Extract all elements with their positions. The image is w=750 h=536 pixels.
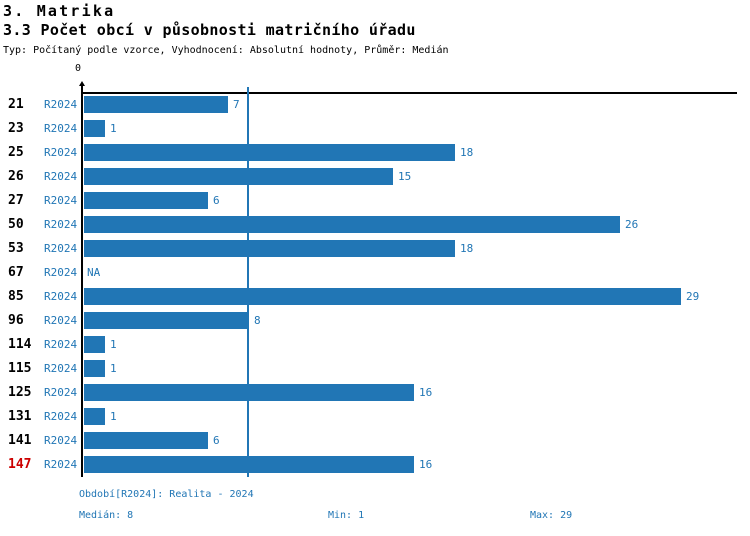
value-label: 1: [110, 362, 117, 375]
value-label: 7: [233, 98, 240, 111]
series-label: R2024: [44, 194, 78, 207]
chart-row: 125 R2024 16: [0, 381, 750, 405]
category-label: 23: [8, 121, 24, 136]
category-label: 21: [8, 97, 24, 112]
value-label: 6: [213, 194, 220, 207]
chart-row: 147 R2024 16: [0, 453, 750, 477]
bar: [84, 336, 105, 353]
chart-row: 96 R2024 8: [0, 309, 750, 333]
chart-row: 26 R2024 15: [0, 165, 750, 189]
chart-title: 3.3 Počet obcí v působnosti matričního ú…: [3, 21, 416, 39]
category-label: 141: [8, 433, 32, 448]
x-axis-line: [82, 92, 737, 94]
value-label: 1: [110, 122, 117, 135]
category-label: 25: [8, 145, 24, 160]
series-label: R2024: [44, 98, 78, 111]
bar: [84, 240, 455, 257]
chart-row: 21 R2024 7: [0, 93, 750, 117]
chart-row: 85 R2024 29: [0, 285, 750, 309]
x-axis-zero-label: 0: [75, 63, 82, 74]
max-stat-label: Max: 29: [530, 510, 573, 521]
median-stat-label: Medián: 8: [79, 510, 134, 521]
value-label: 18: [460, 242, 474, 255]
category-label: 125: [8, 385, 32, 400]
value-label: 18: [460, 146, 474, 159]
bar: [84, 384, 414, 401]
series-label: R2024: [44, 362, 78, 375]
value-label: 15: [398, 170, 412, 183]
bar: [84, 168, 393, 185]
series-label: R2024: [44, 218, 78, 231]
category-label: 50: [8, 217, 24, 232]
value-label: 8: [254, 314, 261, 327]
series-label: R2024: [44, 122, 78, 135]
horizontal-bar-chart: 0 21 R2024 7 23 R2024 1 25 R2024 18 26 R2024 15 27 R2…: [0, 63, 750, 477]
median-marker-line: [247, 87, 249, 477]
bar: [84, 120, 105, 137]
y-axis-line: [81, 85, 83, 477]
bar: [84, 456, 414, 473]
chart-row: 50 R2024 26: [0, 213, 750, 237]
value-label: 6: [213, 434, 220, 447]
series-label: R2024: [44, 170, 78, 183]
category-label: 85: [8, 289, 24, 304]
chart-meta-line: Typ: Počítaný podle vzorce, Vyhodnocení:…: [3, 45, 449, 56]
chart-row: 141 R2024 6: [0, 429, 750, 453]
bar: [84, 216, 620, 233]
chart-row: 25 R2024 18: [0, 141, 750, 165]
value-label: 29: [686, 290, 700, 303]
series-label: R2024: [44, 338, 78, 351]
series-label: R2024: [44, 410, 78, 423]
chart-row: 53 R2024 18: [0, 237, 750, 261]
series-label: R2024: [44, 386, 78, 399]
series-label: R2024: [44, 146, 78, 159]
chart-row: 115 R2024 1: [0, 357, 750, 381]
category-label: 147: [8, 457, 32, 472]
period-label: Období[R2024]: Realita - 2024: [79, 489, 254, 500]
series-label: R2024: [44, 242, 78, 255]
category-label: 27: [8, 193, 24, 208]
value-label: 1: [110, 338, 117, 351]
chart-row: 114 R2024 1: [0, 333, 750, 357]
value-label: 16: [419, 458, 433, 471]
series-label: R2024: [44, 434, 78, 447]
series-label: R2024: [44, 314, 78, 327]
bar: [84, 144, 455, 161]
category-label: 115: [8, 361, 32, 376]
chart-row: 27 R2024 6: [0, 189, 750, 213]
category-label: 26: [8, 169, 24, 184]
category-label: 131: [8, 409, 32, 424]
chart-row: 23 R2024 1: [0, 117, 750, 141]
chart-row: 131 R2024 1: [0, 405, 750, 429]
series-label: R2024: [44, 266, 78, 279]
value-label: 16: [419, 386, 433, 399]
bar: [84, 192, 208, 209]
section-title: 3. Matrika: [3, 2, 116, 20]
bar: [84, 312, 249, 329]
bar: [84, 288, 681, 305]
chart-row: 67 R2024 NA: [0, 261, 750, 285]
series-label: R2024: [44, 458, 78, 471]
value-label: 26: [625, 218, 639, 231]
bar: [84, 432, 208, 449]
value-label: 1: [110, 410, 117, 423]
y-axis-arrow-icon: [79, 81, 85, 86]
category-label: 96: [8, 313, 24, 328]
series-label: R2024: [44, 290, 78, 303]
bar: [84, 360, 105, 377]
bar: [84, 408, 105, 425]
chart-rows: 21 R2024 7 23 R2024 1 25 R2024 18 26 R2024 15 27 R202…: [0, 93, 750, 477]
min-stat-label: Min: 1: [328, 510, 365, 521]
category-label: 67: [8, 265, 24, 280]
bar: [84, 96, 228, 113]
category-label: 53: [8, 241, 24, 256]
category-label: 114: [8, 337, 32, 352]
value-label: NA: [87, 266, 101, 279]
